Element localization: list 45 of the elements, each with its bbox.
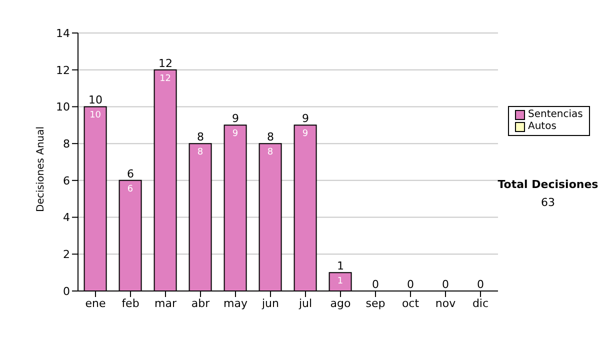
x-tick-label: abr bbox=[191, 296, 210, 310]
text: 63 bbox=[540, 196, 556, 209]
x-tick-label: feb bbox=[122, 296, 140, 310]
y-tick-label: 0 bbox=[63, 284, 70, 298]
legend-label: Autos bbox=[528, 121, 556, 133]
total-label: 8 bbox=[267, 130, 274, 144]
annotation: Total Decisiones bbox=[496, 178, 600, 191]
x-tick-label: sep bbox=[366, 296, 386, 310]
x-tick-label: ago bbox=[330, 296, 351, 310]
total-label: 1 bbox=[337, 260, 344, 273]
legend-label: Sentencias bbox=[528, 109, 583, 121]
data-label: 6 bbox=[127, 184, 134, 194]
data-label: 1 bbox=[337, 276, 344, 287]
data-label: 10 bbox=[90, 110, 102, 121]
x-tick-label: jul bbox=[298, 296, 312, 310]
y-tick-label: 6 bbox=[63, 174, 70, 188]
data-label: 8 bbox=[197, 148, 204, 158]
total-label: 0 bbox=[477, 278, 484, 291]
total-label: 12 bbox=[158, 56, 172, 70]
total-label: 9 bbox=[232, 112, 239, 126]
data-label: 8 bbox=[267, 148, 274, 158]
y-tick-label: 2 bbox=[63, 248, 70, 262]
y-tick-label: 10 bbox=[56, 100, 70, 114]
total-label: 9 bbox=[302, 112, 309, 126]
total-label: 8 bbox=[197, 130, 204, 144]
x-tick-label: ene bbox=[85, 296, 106, 310]
x-tick-label: oct bbox=[402, 296, 420, 310]
data-label: 9 bbox=[302, 129, 308, 140]
x-tick-label: jun bbox=[261, 296, 280, 310]
y-tick-label: 12 bbox=[56, 64, 70, 77]
total-label: 0 bbox=[442, 278, 449, 291]
total-label: 0 bbox=[407, 278, 414, 291]
total-label: 6 bbox=[127, 167, 134, 180]
x-tick-label: mar bbox=[154, 296, 177, 310]
y-tick-label: 14 bbox=[56, 26, 70, 40]
y-tick-label: 4 bbox=[63, 211, 70, 224]
x-tick-label: nov bbox=[435, 296, 456, 310]
y-tick-label: 8 bbox=[63, 137, 70, 150]
x-tick-label: dic bbox=[472, 296, 489, 310]
data-label: 12 bbox=[160, 74, 172, 84]
data-label: 9 bbox=[232, 129, 238, 140]
y-axis-title: Decisiones Anual bbox=[36, 126, 47, 212]
total-label: 0 bbox=[372, 278, 379, 291]
x-tick-label: may bbox=[224, 296, 248, 310]
total-label: 10 bbox=[88, 94, 102, 107]
